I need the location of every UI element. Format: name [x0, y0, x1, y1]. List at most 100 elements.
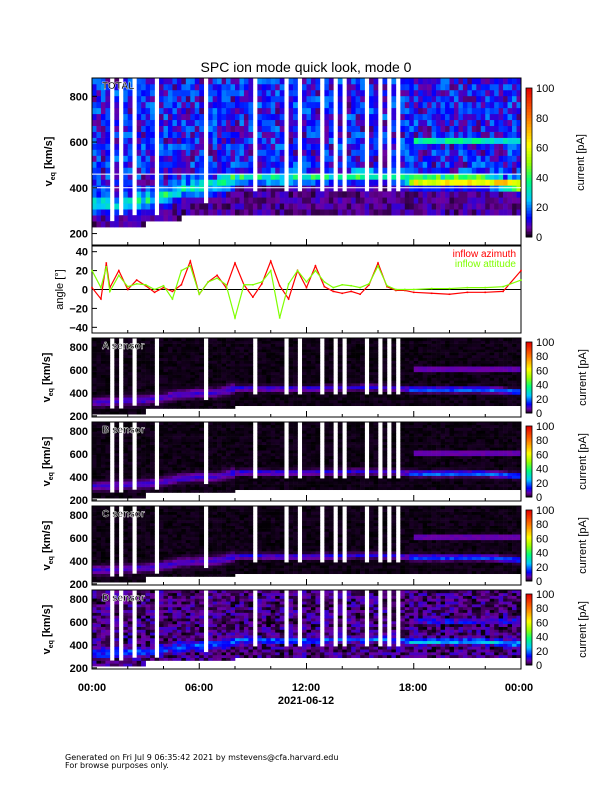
heatmap-cell	[150, 455, 155, 459]
heatmap-cell	[239, 469, 245, 474]
heatmap-cell	[248, 397, 254, 401]
heatmap-cell	[141, 481, 146, 485]
heatmap-cell	[176, 352, 182, 356]
heatmap-cell	[212, 458, 218, 462]
heatmap-cell	[181, 472, 187, 476]
heatmap-cell	[467, 167, 473, 174]
heatmap-cell	[351, 371, 356, 375]
heatmap-cell	[257, 191, 263, 198]
heatmap-cell	[431, 161, 437, 168]
heatmap-cell	[141, 422, 146, 426]
heatmap-cell	[217, 131, 222, 138]
heatmap-cell	[181, 486, 187, 491]
heatmap-cell	[355, 191, 361, 198]
heatmap-cell	[476, 101, 482, 109]
heatmap-cell	[190, 394, 196, 398]
heatmap-cell	[92, 366, 97, 370]
colorbar-segment	[526, 378, 532, 381]
heatmap-cell	[96, 197, 102, 204]
heatmap-cell	[159, 89, 164, 97]
heatmap-cell	[382, 113, 388, 121]
heatmap-cell	[346, 95, 352, 103]
heatmap-cell	[159, 357, 164, 361]
heatmap-cell	[489, 402, 495, 407]
heatmap-cell	[270, 340, 276, 344]
heatmap-cell	[261, 441, 267, 445]
colorbar-segment	[526, 390, 532, 393]
heatmap-cell	[159, 475, 164, 479]
heatmap-cell	[150, 377, 155, 381]
heatmap-cell	[221, 155, 227, 162]
heatmap-cell	[248, 438, 254, 443]
heatmap-cell	[315, 394, 321, 398]
heatmap-cell	[96, 366, 102, 370]
heatmap-cell	[194, 486, 200, 491]
heatmap-cell	[275, 366, 280, 370]
heatmap-cell	[328, 131, 334, 138]
heatmap-cell	[288, 143, 294, 150]
colorbar-segment	[526, 386, 532, 388]
colorbar-segment	[526, 349, 532, 352]
colorbar-tick-label: 0	[536, 408, 542, 420]
heatmap-cell	[445, 340, 450, 344]
heatmap-cell	[346, 383, 352, 387]
heatmap-cell	[96, 385, 102, 390]
heatmap-cell	[453, 101, 459, 109]
colorbar-segment	[526, 411, 532, 414]
heatmap-cell	[476, 143, 482, 150]
heatmap-cell	[458, 149, 464, 156]
heatmap-cell	[159, 444, 164, 448]
heatmap-cell	[270, 191, 276, 198]
heatmap-cell	[449, 354, 455, 359]
heatmap-cell	[445, 83, 450, 91]
heatmap-cell	[279, 357, 285, 361]
heatmap-cell	[355, 343, 361, 347]
heatmap-cell	[270, 137, 276, 144]
colorbar-segment	[526, 342, 532, 344]
heatmap-cell	[159, 391, 164, 395]
heatmap-cell	[445, 95, 450, 103]
heatmap-cell	[489, 89, 495, 97]
heatmap-cell	[199, 78, 205, 85]
heatmap-cell	[440, 113, 446, 121]
heatmap-cell	[266, 346, 272, 350]
heatmap-cell	[145, 405, 151, 409]
heatmap-cell	[92, 408, 97, 412]
heatmap-cell	[181, 357, 187, 361]
heatmap-cell	[150, 203, 155, 210]
heatmap-cell	[436, 161, 441, 168]
colorbar-segment	[526, 388, 532, 391]
heatmap-cell	[176, 131, 182, 138]
heatmap-cell	[346, 89, 352, 97]
heatmap-cell	[167, 394, 173, 398]
heatmap-cell	[436, 352, 441, 356]
heatmap-cell	[230, 489, 236, 493]
heatmap-cell	[172, 137, 178, 144]
heatmap-cell	[235, 95, 240, 103]
heatmap-cell	[208, 191, 213, 198]
heatmap-cell	[96, 101, 102, 109]
heatmap-cell	[235, 397, 240, 401]
heatmap-cell	[105, 391, 111, 395]
heatmap-cell	[449, 338, 455, 342]
colorbar-segment	[526, 147, 532, 152]
heatmap-cell	[123, 453, 129, 457]
heatmap-cell	[328, 137, 334, 144]
heatmap-cell	[185, 343, 191, 347]
heatmap-cell	[136, 411, 142, 415]
heatmap-cell	[105, 101, 111, 109]
heatmap-cell	[96, 436, 102, 440]
heatmap-cell	[351, 346, 356, 350]
heatmap-cell	[436, 402, 441, 407]
heatmap-cell	[440, 377, 446, 381]
heatmap-cell	[310, 394, 316, 398]
heatmap-cell	[167, 450, 173, 454]
heatmap-cell	[386, 209, 392, 216]
heatmap-cell	[248, 458, 254, 462]
heatmap-cell	[159, 405, 164, 409]
heatmap-cell	[141, 155, 146, 162]
heatmap-cell	[400, 107, 406, 115]
heatmap-cell	[261, 161, 267, 168]
heatmap-cell	[194, 405, 200, 409]
